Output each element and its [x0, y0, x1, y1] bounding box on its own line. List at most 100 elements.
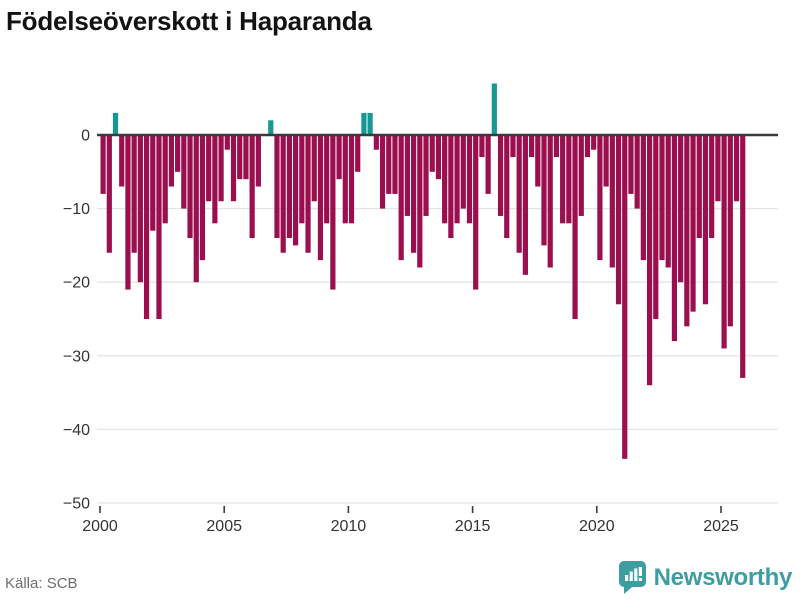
negative-bar: [156, 135, 162, 319]
logo-exclamation-stem: [638, 567, 642, 576]
negative-bar: [454, 135, 460, 224]
negative-bar: [224, 135, 230, 150]
negative-bar: [348, 135, 355, 224]
negative-bar: [143, 135, 150, 319]
negative-bar: [622, 135, 628, 459]
negative-bar: [237, 135, 243, 180]
x-tick-label: 2010: [331, 518, 367, 535]
y-tick-label: −10: [63, 201, 90, 218]
logo-bar-3: [633, 568, 638, 581]
negative-bar: [106, 135, 112, 253]
negative-bar: [659, 135, 665, 261]
negative-bar: [373, 135, 379, 150]
negative-bar: [342, 135, 348, 224]
negative-bar: [249, 135, 255, 239]
negative-bar: [591, 135, 597, 150]
negative-bar: [715, 135, 721, 202]
y-tick-label: −50: [63, 496, 90, 513]
negative-bar: [510, 135, 516, 158]
negative-bar: [535, 135, 541, 187]
negative-bar: [379, 135, 386, 209]
negative-bar: [212, 135, 218, 224]
negative-bar: [131, 135, 137, 253]
negative-bar: [330, 135, 336, 290]
negative-bar: [435, 135, 442, 180]
source-label: Källa: SCB: [5, 575, 78, 592]
positive-bar: [367, 112, 373, 135]
negative-bar: [317, 135, 324, 261]
negative-bar: [206, 135, 212, 202]
negative-bar: [137, 135, 143, 283]
negative-bar: [690, 135, 696, 312]
x-tick-label: 2015: [455, 518, 491, 535]
negative-bar: [572, 135, 578, 319]
negative-bar: [560, 135, 566, 224]
logo-bar-1: [624, 575, 628, 581]
negative-bar: [119, 135, 125, 187]
negative-bar: [504, 135, 510, 239]
negative-bar: [522, 135, 528, 275]
negative-bar: [280, 135, 286, 253]
chart-title: Födelseöverskott i Haparanda: [6, 6, 372, 36]
negative-bar: [175, 135, 181, 172]
negative-bar: [727, 135, 733, 327]
negative-bar: [429, 135, 435, 172]
negative-bar: [609, 135, 615, 268]
negative-bar: [392, 135, 398, 194]
negative-bar: [150, 135, 156, 231]
negative-bar: [193, 135, 199, 283]
negative-bar: [733, 135, 740, 202]
negative-bar: [721, 135, 727, 349]
x-tick-label: 2025: [703, 518, 739, 535]
negative-bar: [199, 135, 206, 261]
negative-bar: [255, 135, 261, 187]
negative-bar: [665, 135, 671, 268]
positive-bar: [361, 112, 367, 135]
negative-bar: [528, 135, 535, 158]
negative-bar: [466, 135, 473, 224]
negative-bar: [479, 135, 485, 158]
negative-bar: [603, 135, 609, 187]
negative-bar: [547, 135, 553, 268]
newsworthy-logo-icon: [618, 561, 646, 594]
negative-bar: [125, 135, 131, 290]
negative-bar: [485, 135, 491, 194]
negative-bar: [671, 135, 678, 342]
negative-bar: [404, 135, 410, 216]
negative-bar: [305, 135, 311, 253]
negative-bar: [709, 135, 715, 239]
negative-bar: [646, 135, 653, 386]
newsworthy-brand: Newsworthy: [618, 561, 792, 594]
negative-bar: [218, 135, 224, 202]
x-tick-label: 2005: [206, 518, 242, 535]
logo-bar-2: [629, 571, 633, 581]
positive-bar: [268, 120, 274, 135]
y-tick-label: −30: [63, 348, 90, 365]
negative-bar: [286, 135, 292, 239]
negative-bar: [684, 135, 690, 327]
negative-bar: [181, 135, 187, 209]
negative-bar: [541, 135, 547, 246]
negative-bar: [740, 135, 746, 378]
negative-bar: [566, 135, 572, 224]
negative-bar: [653, 135, 659, 319]
y-tick-label: 0: [81, 128, 90, 145]
negative-bar: [696, 135, 702, 239]
negative-bar: [423, 135, 429, 216]
negative-bar: [386, 135, 392, 194]
negative-bar: [336, 135, 342, 180]
x-tick-label: 2000: [82, 518, 118, 535]
negative-bar: [398, 135, 404, 261]
negative-bar: [311, 135, 317, 202]
negative-bar: [324, 135, 330, 224]
negative-bar: [553, 135, 560, 158]
negative-bar: [597, 135, 603, 261]
negative-bar: [578, 135, 584, 216]
negative-bar: [355, 135, 361, 172]
negative-bar: [460, 135, 466, 209]
negative-bar: [274, 135, 280, 239]
negative-bar: [615, 135, 622, 305]
negative-bar: [584, 135, 591, 158]
negative-bar: [168, 135, 175, 187]
